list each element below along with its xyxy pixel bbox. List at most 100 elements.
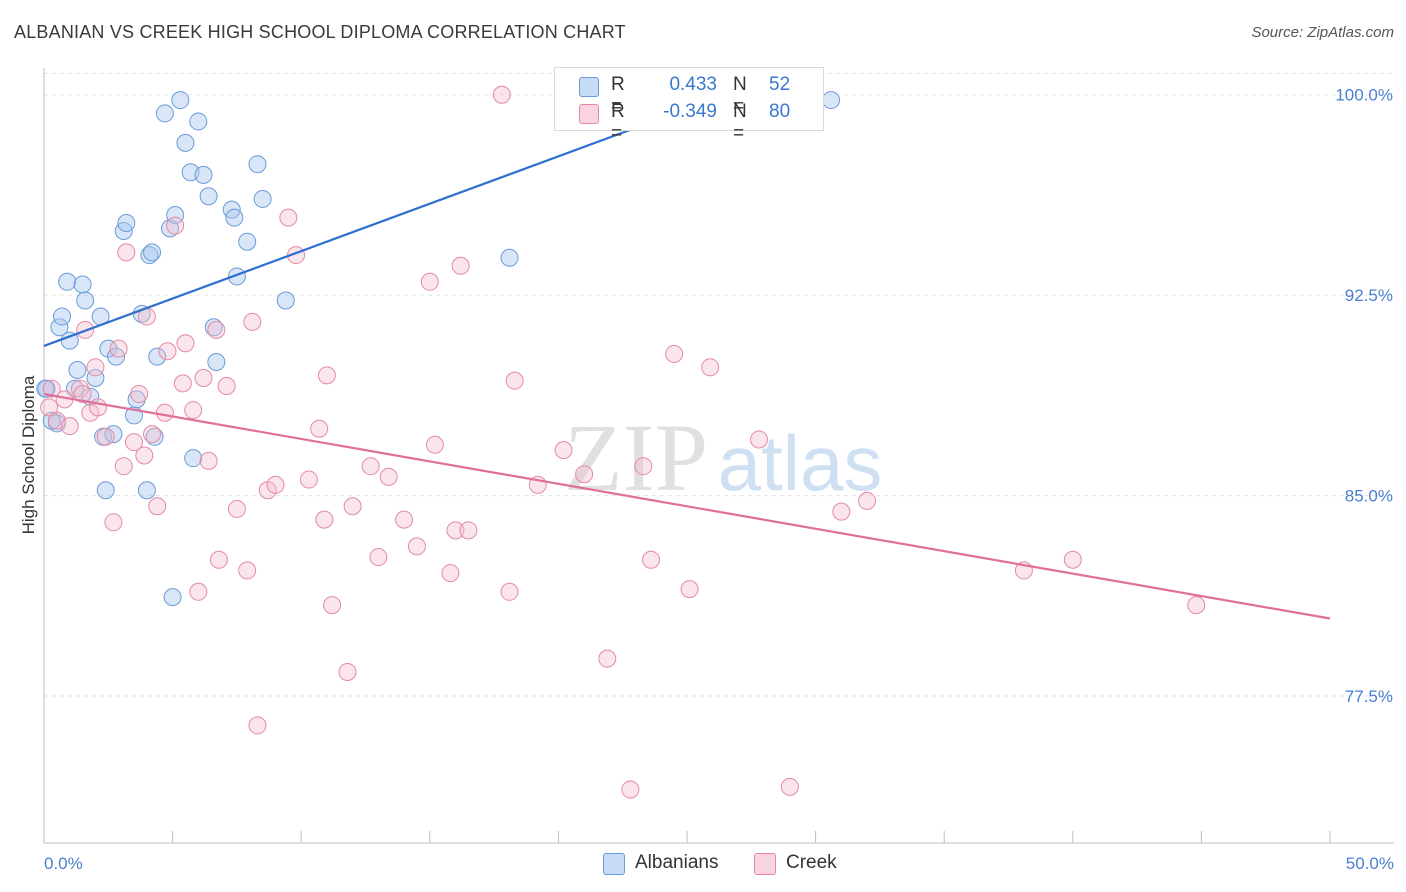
point-creek: [310, 419, 329, 438]
point-creek: [420, 272, 439, 291]
point-albanians: [117, 214, 136, 232]
point-creek: [173, 374, 192, 393]
point-albanians: [127, 390, 146, 409]
point-creek: [343, 497, 362, 516]
point-albanians: [822, 91, 841, 110]
y-tick-label: 77.5%: [1345, 687, 1393, 706]
y-axis-label: High School Diploma: [19, 375, 38, 534]
point-albanians: [207, 352, 226, 371]
axes: [43, 68, 1394, 844]
point-creek: [199, 451, 218, 470]
point-albanians: [76, 291, 95, 310]
point-creek: [125, 433, 144, 452]
point-albanians: [199, 187, 218, 206]
point-albanians: [50, 318, 69, 337]
point-creek: [155, 403, 174, 422]
point-creek: [130, 385, 149, 404]
point-creek: [158, 342, 177, 361]
point-creek: [148, 497, 167, 516]
legend-swatch-creek: [579, 104, 599, 124]
point-albanians: [96, 481, 115, 500]
point-creek: [176, 334, 195, 353]
series-albanians: [36, 91, 841, 607]
point-albanians: [161, 219, 180, 238]
point-albanians: [189, 112, 208, 131]
point-creek: [209, 550, 228, 569]
point-albanians: [500, 248, 519, 267]
point-albanians: [145, 427, 164, 446]
point-creek: [634, 457, 653, 476]
point-creek: [238, 561, 257, 580]
point-creek: [641, 550, 660, 569]
trend-lines: [43, 93, 1331, 620]
point-creek: [248, 716, 267, 735]
point-albanians: [148, 347, 167, 366]
point-creek: [621, 780, 640, 799]
point-creek: [425, 435, 444, 454]
point-creek: [680, 580, 699, 599]
point-albanians: [184, 449, 203, 468]
legend-n-label: N =: [733, 101, 747, 144]
point-creek: [323, 596, 342, 615]
point-albanians: [53, 307, 72, 326]
trend-line-albanians: [43, 93, 726, 347]
point-creek: [71, 379, 90, 398]
watermark-atlas: atlas: [718, 419, 883, 507]
point-creek: [217, 377, 236, 396]
point-creek: [266, 475, 285, 494]
point-albanians: [68, 360, 87, 379]
point-creek: [500, 582, 519, 601]
point-albanians: [143, 243, 162, 262]
point-albanians: [140, 246, 159, 265]
point-creek: [750, 430, 769, 449]
point-creek: [135, 446, 154, 465]
legend-swatch-albanians: [603, 853, 625, 875]
point-creek: [395, 510, 414, 529]
legend-n-label: N =: [733, 74, 747, 117]
point-creek: [665, 344, 684, 363]
point-creek: [109, 339, 128, 358]
point-creek: [369, 548, 388, 567]
point-creek: [361, 457, 380, 476]
point-creek: [104, 513, 123, 532]
legend-n-value-albanians: 52: [769, 74, 791, 95]
point-creek: [227, 499, 246, 518]
point-creek: [459, 521, 478, 540]
point-albanians: [58, 272, 77, 291]
point-albanians: [238, 232, 257, 251]
point-creek: [114, 457, 133, 476]
y-tick-labels: 100.0% 92.5% 85.0% 77.5%: [1335, 86, 1393, 706]
point-creek: [40, 398, 59, 417]
point-creek: [379, 467, 398, 486]
point-creek: [143, 425, 162, 444]
point-creek: [96, 427, 115, 446]
point-creek: [598, 649, 617, 668]
point-albanians: [42, 411, 61, 430]
watermark-zip: ZIP: [564, 404, 708, 511]
y-tick-label: 85.0%: [1345, 487, 1393, 506]
point-albanians: [176, 133, 195, 152]
legend-r-label: R =: [611, 74, 625, 117]
point-albanians: [86, 369, 105, 387]
chart-title: ALBANIAN VS CREEK HIGH SCHOOL DIPLOMA CO…: [14, 22, 626, 42]
point-creek: [505, 371, 524, 390]
trend-line-creek: [43, 392, 1331, 620]
point-creek: [207, 320, 226, 339]
y-tick-label: 100.0%: [1335, 86, 1393, 105]
point-creek: [858, 491, 877, 510]
point-albanians: [248, 155, 267, 174]
series-legend: Albanians Creek: [0, 852, 1406, 878]
point-creek: [315, 510, 334, 529]
legend-label-albanians: Albanians: [635, 852, 719, 873]
point-creek: [86, 358, 105, 377]
legend-r-value-albanians: 0.433: [669, 74, 717, 95]
point-albanians: [36, 379, 55, 398]
point-albanians: [166, 205, 185, 224]
point-creek: [701, 358, 720, 377]
legend-r-value-creek: -0.349: [663, 101, 717, 122]
series-creek: [40, 85, 1206, 799]
legend-swatch-creek: [754, 853, 776, 875]
point-creek: [575, 465, 594, 484]
point-creek: [42, 379, 61, 398]
